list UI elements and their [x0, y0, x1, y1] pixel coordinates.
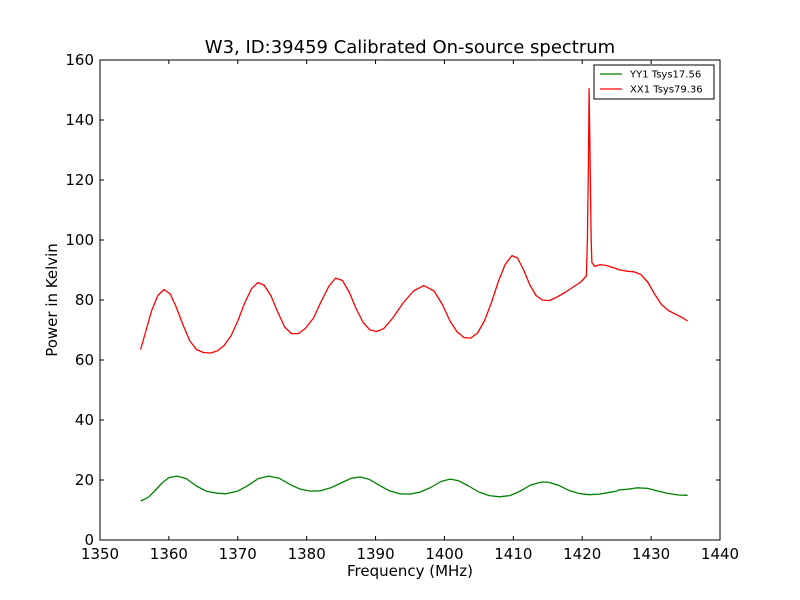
- x-tick-label: 1370: [219, 545, 257, 563]
- legend: YY1 Tsys17.56 XX1 Tsys79.36: [593, 64, 715, 100]
- x-axis-label: Frequency (MHz): [347, 562, 473, 580]
- x-tick-label: 1410: [494, 545, 532, 563]
- x-tick-label: 1420: [563, 545, 601, 563]
- y-tick-label: 120: [65, 171, 94, 189]
- y-tick-label: 160: [65, 51, 94, 69]
- x-tick-label: 1400: [425, 545, 463, 563]
- y-tick-label: 100: [65, 231, 94, 249]
- legend-label-yy1: YY1 Tsys17.56: [629, 70, 701, 81]
- y-tick-label: 140: [65, 111, 94, 129]
- x-tick-label: 1380: [288, 545, 326, 563]
- y-tick-label: 0: [84, 531, 94, 549]
- x-tick-label: 1430: [632, 545, 670, 563]
- ticks-layer: 1350 1360 1370 1380 1390 1400 1410 1420 1430 1440…: [65, 51, 739, 563]
- legend-label-xx1: XX1 Tsys79.36: [630, 85, 703, 96]
- series-layer: [140, 87, 688, 502]
- y-tick-label: 60: [75, 351, 94, 369]
- chart-title: W3, ID:39459 Calibrated On-source spectr…: [205, 37, 615, 58]
- legend-box: [593, 64, 715, 100]
- x-tick-label: 1440: [701, 545, 739, 563]
- x-tick-label: 1350: [81, 545, 119, 563]
- series-line-xx1: [140, 87, 688, 354]
- series-line-yy1: [140, 475, 688, 502]
- x-tick-label: 1360: [150, 545, 188, 563]
- y-tick-label: 40: [75, 411, 94, 429]
- x-tick-label: 1390: [356, 545, 394, 563]
- y-tick-label: 20: [75, 471, 94, 489]
- y-tick-label: 80: [75, 291, 94, 309]
- y-axis-label: Power in Kelvin: [43, 243, 61, 357]
